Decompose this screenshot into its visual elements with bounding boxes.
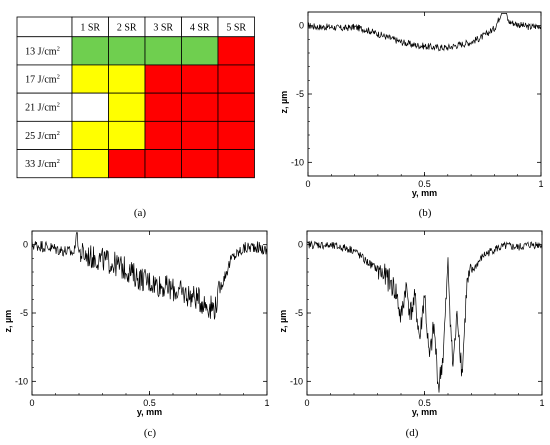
table-row-label-cell [16,149,73,179]
table-cell-red [181,64,219,94]
depth-profile-chart-b: 0 0.5 1 0 -5 -10 y, mm z, µm [279,11,544,198]
table-cell-yellow [108,120,146,150]
table-cell-red [181,92,219,122]
y-tick-label: -5 [295,308,303,318]
table-row-label: 33 J/cm2 [25,158,60,170]
table-cell-green [181,36,219,66]
caption-d: (d) [406,427,419,439]
table-cell-green [108,36,146,66]
caption-b: (b) [419,207,432,219]
table-cell-yellow [108,64,146,94]
table-cell-yellow [71,149,109,179]
profile-line-d [306,240,543,393]
x-axis-label: y, mm [137,407,162,417]
y-tick-label: -10 [291,157,304,167]
x-tick-label: 0 [29,398,34,408]
y-axis-label: z, µm [3,310,13,333]
table-header-label: 2 SR [117,22,137,33]
row-label-text: 17 J/cm [25,75,57,86]
y-tick-label: -10 [290,376,303,386]
row-label-text: 33 J/cm [25,159,57,170]
y-tick-label: -10 [15,376,28,386]
y-axis-label: z, µm [279,91,289,114]
table-row-label-cell [16,36,73,66]
table-cell-red [217,120,255,150]
x-tick-label: 0.5 [418,398,431,408]
table-header-label: 1 SR [80,22,100,33]
table-row-label: 17 J/cm2 [25,74,60,86]
x-axis-label: y, mm [412,407,437,417]
table-header-cell [16,16,73,38]
table-row-label: 21 J/cm2 [25,102,60,114]
x-tick-label: 0.5 [418,179,431,189]
plot-frame [307,11,542,177]
profile-line-b [307,13,542,52]
y-tick-label: 0 [23,240,28,250]
row-label-sup: 2 [57,102,60,109]
y-axis-label: z, µm [278,310,288,333]
table-row-label-cell [16,120,73,150]
depth-profile-chart-c: 0 0.5 1 0 -5 -10 y, mm z, µm [3,230,270,417]
caption-c: (c) [144,427,157,439]
x-axis-label: y, mm [412,188,437,198]
table-cell-red [144,64,182,94]
table-cell-green [144,36,182,66]
table-cell-white [71,92,109,122]
table-row-label: 13 J/cm2 [25,45,60,57]
table-header-label: 5 SR [226,22,246,33]
y-tick-label: -5 [20,308,28,318]
x-tick-label: 0 [304,398,309,408]
row-label-text: 21 J/cm [25,103,57,114]
y-tick-label: -5 [296,89,304,99]
plot-frame [306,230,543,396]
depth-profile-chart-d: 0 0.5 1 0 -5 -10 y, mm z, µm [278,230,545,417]
table-cell-red [144,149,182,179]
x-tick-label: 0.5 [143,398,156,408]
table-header-label: 3 SR [153,22,173,33]
table-cell-green [71,36,109,66]
table-cell-yellow [71,120,109,150]
row-label-sup: 2 [57,45,60,52]
table-cell-yellow [108,92,146,122]
table-cell-red [217,149,255,179]
caption-a: (a) [134,207,147,219]
table-header-label: 4 SR [190,22,210,33]
table-cell-red [217,92,255,122]
table-cell-red [181,149,219,179]
y-tick-label: 0 [298,240,303,250]
x-tick-label: 1 [538,179,543,189]
table-cell-red [217,36,255,66]
x-tick-label: 0 [305,179,310,189]
profile-line-c [31,231,268,320]
table-cell-red [144,120,182,150]
row-label-sup: 2 [57,158,60,165]
x-tick-label: 1 [539,398,544,408]
table-cell-red [144,92,182,122]
row-label-text: 13 J/cm [25,46,57,57]
table-cell-red [217,64,255,94]
row-label-sup: 2 [57,130,60,137]
table-cell-yellow [71,64,109,94]
row-label-text: 25 J/cm [25,131,57,142]
table-cell-red [181,120,219,150]
table-row-label: 25 J/cm2 [25,130,60,142]
y-tick-label: 0 [299,21,304,31]
x-tick-label: 1 [264,398,269,408]
row-label-sup: 2 [57,74,60,81]
table-row-label-cell [16,92,73,122]
table-cell-red [108,149,146,179]
